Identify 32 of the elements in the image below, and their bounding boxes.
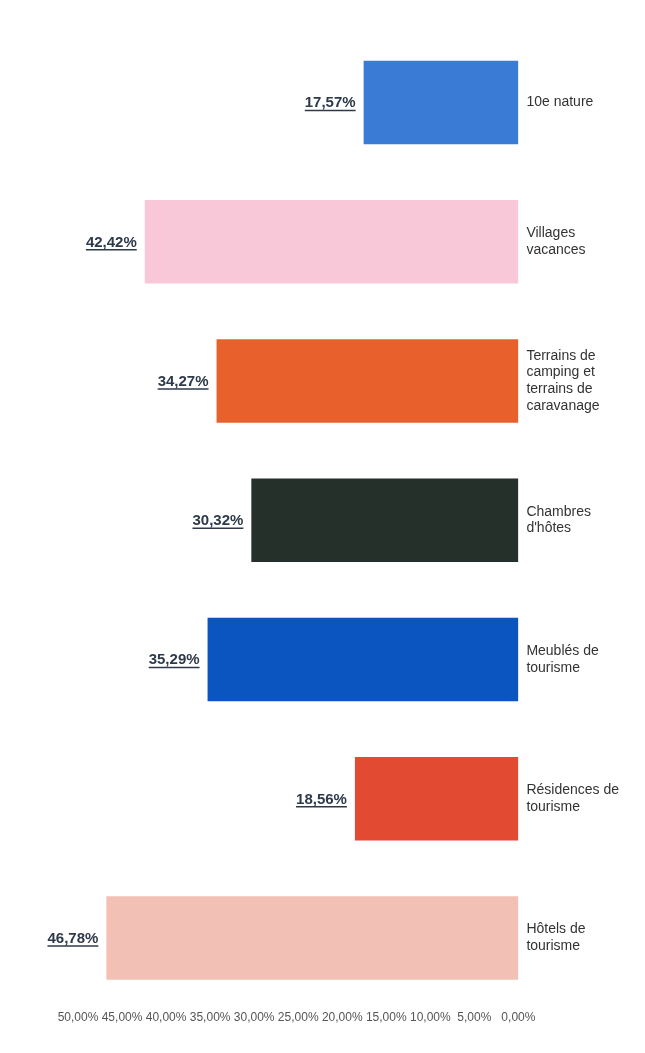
y-tick-label: Chambres d'hôtes <box>526 502 591 536</box>
bar <box>363 60 519 145</box>
bar <box>354 756 519 841</box>
x-tick-label: 35,00% <box>189 1010 231 1025</box>
data-label: 17,57% <box>304 93 356 111</box>
y-tick-label: Meublés de tourisme <box>526 641 599 675</box>
data-label: 34,27% <box>157 371 209 389</box>
bar <box>251 478 519 562</box>
data-label: 30,32% <box>192 511 244 529</box>
bar <box>144 199 519 284</box>
y-tick-label: Villages vacances <box>526 224 586 257</box>
bar <box>216 339 519 423</box>
data-label: 35,29% <box>148 650 200 668</box>
bar <box>106 896 519 980</box>
y-tick-label: Résidences de tourisme <box>526 781 620 814</box>
x-tick-label: 20,00% <box>321 1010 363 1025</box>
x-tick-label: 40,00% <box>145 1010 187 1025</box>
x-tick-label: 30,00% <box>233 1010 275 1025</box>
data-label: 42,42% <box>85 232 137 250</box>
data-label: 46,78% <box>47 928 99 946</box>
x-tick-label: 45,00% <box>101 1010 143 1025</box>
y-tick-label: Terrains de camping et terrains de caravanage <box>526 346 600 413</box>
x-tick-label: 15,00% <box>365 1010 407 1025</box>
bar <box>207 617 519 702</box>
y-tick-label: Hôtels de tourisme <box>526 920 586 954</box>
x-tick-label: 0,00% <box>501 1010 536 1025</box>
x-tick-label: 10,00% <box>409 1010 451 1025</box>
x-tick-label: 5,00% <box>457 1010 492 1025</box>
x-tick-label: 25,00% <box>277 1010 319 1025</box>
y-tick-label: 10e nature <box>526 93 594 110</box>
data-label: 18,56% <box>296 789 347 807</box>
x-tick-label: 50,00% <box>57 1010 99 1025</box>
